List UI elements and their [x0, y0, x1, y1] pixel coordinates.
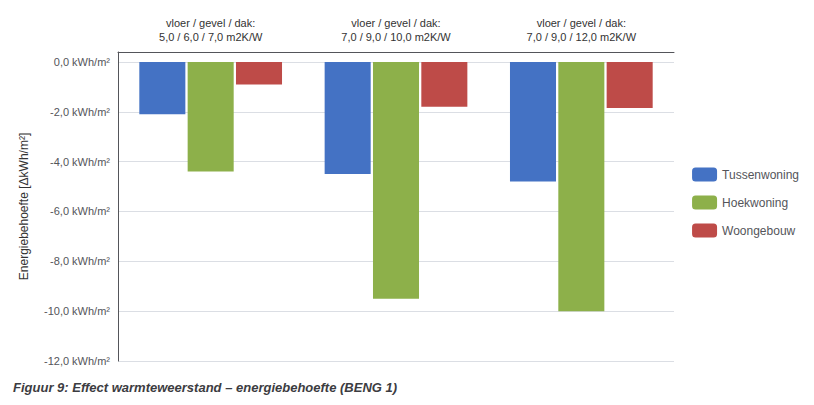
svg-text:5,0 / 6,0 / 7,0 m2K/W: 5,0 / 6,0 / 7,0 m2K/W: [159, 31, 263, 43]
svg-text:0,0 kWh/m²: 0,0 kWh/m²: [54, 56, 111, 68]
svg-text:-2,0 kWh/m²: -2,0 kWh/m²: [50, 106, 110, 118]
svg-text:-6,0 kWh/m²: -6,0 kWh/m²: [50, 205, 110, 217]
svg-text:7,0 / 9,0 / 10,0 m2K/W: 7,0 / 9,0 / 10,0 m2K/W: [341, 31, 451, 43]
svg-text:Tussenwoning: Tussenwoning: [722, 168, 799, 182]
svg-text:Hoekwoning: Hoekwoning: [722, 196, 788, 210]
svg-text:vloer / gevel / dak:: vloer / gevel / dak:: [166, 17, 255, 29]
svg-text:vloer / gevel / dak:: vloer / gevel / dak:: [537, 17, 626, 29]
svg-text:-8,0 kWh/m²: -8,0 kWh/m²: [50, 255, 110, 267]
svg-text:7,0 / 9,0 / 12,0 m2K/W: 7,0 / 9,0 / 12,0 m2K/W: [527, 31, 637, 43]
svg-text:Figuur 9: Effect warmteweersta: Figuur 9: Effect warmteweerstand – energ…: [13, 380, 397, 395]
svg-text:vloer / gevel / dak:: vloer / gevel / dak:: [351, 17, 440, 29]
svg-text:Energiebehoefte [ΔkWh/m²]: Energiebehoefte [ΔkWh/m²]: [17, 133, 31, 280]
svg-text:-12,0 kWh/m²: -12,0 kWh/m²: [44, 355, 110, 367]
svg-text:Woongebouw: Woongebouw: [722, 224, 796, 238]
svg-text:-4,0 kWh/m²: -4,0 kWh/m²: [50, 156, 110, 168]
svg-text:-10,0 kWh/m²: -10,0 kWh/m²: [44, 305, 110, 317]
